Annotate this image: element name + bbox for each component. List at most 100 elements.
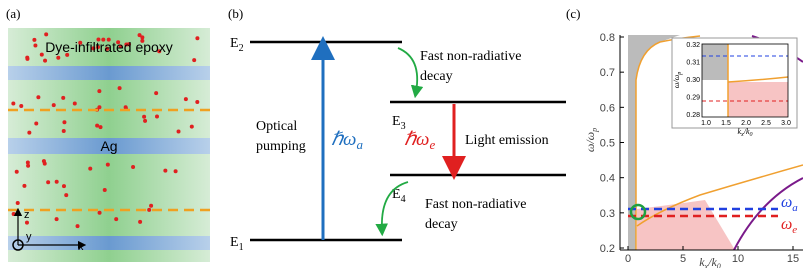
annotation: Fast non-radiative — [425, 197, 526, 212]
decay-arrow — [398, 48, 417, 92]
dye-dot — [118, 86, 122, 90]
inset-x-label: kx/k0 — [737, 127, 752, 138]
dye-dot — [174, 169, 178, 173]
annotation: Fast non-radiative — [420, 49, 521, 64]
dye-dot — [55, 180, 59, 184]
dye-dot — [177, 130, 181, 134]
x-tick-label: 0 — [625, 253, 631, 265]
dye-dot — [184, 97, 188, 101]
legend-label: ωe — [781, 216, 797, 236]
dye-dot — [15, 170, 19, 174]
dye-dot — [138, 220, 142, 224]
dye-dot — [62, 129, 66, 133]
dye-dot — [142, 115, 146, 119]
layer-label: Dye-infiltrated epoxy — [45, 39, 173, 55]
inset-x-tick-label: 2.0 — [741, 120, 751, 127]
y-tick-label: 0.5 — [600, 138, 615, 150]
dye-dot — [103, 188, 107, 192]
y-tick-label: 0.6 — [600, 102, 615, 114]
dye-dot — [43, 59, 47, 63]
dye-dot — [147, 208, 151, 212]
dye-dot — [88, 167, 92, 171]
dye-dot — [26, 164, 30, 168]
dye-dot — [64, 193, 68, 197]
level-label: E1 — [230, 235, 244, 253]
light-line — [734, 178, 803, 250]
dye-dot — [19, 104, 23, 108]
x-tick-label: 15 — [787, 253, 799, 265]
gain-region — [728, 82, 788, 117]
dye-dot — [40, 53, 44, 57]
dye-dot — [155, 114, 159, 118]
dye-dot — [61, 96, 65, 100]
dye-dot — [149, 204, 153, 208]
y-tick-label: 0.3 — [600, 208, 615, 220]
dye-dot — [16, 201, 20, 205]
dye-dot — [34, 121, 38, 125]
inset: ω/ωp kx/k0 — [672, 38, 797, 138]
dye-dot — [73, 101, 77, 105]
dye-dot — [98, 211, 102, 215]
panel-label: (c) — [566, 6, 580, 21]
dye-dot — [195, 100, 199, 104]
dye-dot — [11, 102, 15, 106]
photon-energy: ℏωa — [331, 129, 363, 152]
y-tick-label: 0.7 — [600, 67, 615, 79]
decay-arrow — [382, 182, 408, 230]
annotation: pumping — [256, 139, 306, 154]
inset-y-tick-label: 0.31 — [686, 60, 700, 67]
annotation: decay — [425, 217, 458, 232]
dye-dot — [12, 212, 16, 216]
dye-dot — [62, 120, 66, 124]
figure: (a) Dye-infiltrated epoxy Ag z y x (b) E… — [0, 0, 803, 268]
inset-x-tick-label: 1.5 — [721, 120, 731, 127]
inset-y-tick-label: 0.30 — [686, 77, 700, 84]
x-axis-label: kx/k0 — [699, 255, 721, 268]
dye-dot — [27, 131, 31, 135]
panel-c: (c) ωa ωe ω/ωp kx/k0 ω/ωp kx/k0 0.80.70.… — [566, 6, 803, 268]
dye-dot — [55, 217, 59, 221]
inset-y-tick-label: 0.29 — [686, 95, 700, 102]
dye-dot — [131, 165, 135, 169]
dye-dot — [99, 125, 103, 129]
dye-dot — [106, 163, 110, 167]
legend-label: ωa — [781, 194, 798, 214]
silver-layer — [8, 66, 210, 80]
inset-x-tick-label: 3.0 — [781, 120, 791, 127]
x-tick-label: 5 — [680, 253, 686, 265]
dye-dot — [62, 184, 66, 188]
annotation: decay — [420, 69, 453, 84]
inset-x-tick-label: 1.0 — [701, 120, 711, 127]
dye-dot — [52, 103, 56, 107]
inset-x-tick-label: 2.5 — [761, 120, 771, 127]
panel-label: (a) — [6, 6, 20, 21]
dye-dot — [25, 57, 29, 61]
panel-label: (b) — [228, 6, 243, 21]
dye-dot — [195, 36, 199, 40]
x-tick-label: 10 — [732, 253, 744, 265]
dye-dot — [163, 169, 167, 173]
dye-dot — [114, 217, 118, 221]
dye-dot — [154, 91, 158, 95]
dye-dot — [42, 159, 46, 163]
dye-dot — [97, 89, 101, 93]
y-tick-label: 0.8 — [600, 32, 615, 44]
dye-dot — [36, 95, 40, 99]
dye-dot — [190, 125, 194, 129]
annotation: Optical — [256, 119, 297, 134]
dye-dot — [192, 58, 196, 62]
gain-region — [637, 200, 735, 250]
axis-label: z — [24, 209, 30, 221]
inset-y-tick-label: 0.28 — [686, 112, 700, 119]
dye-dot — [97, 105, 101, 109]
shaded-region — [702, 44, 728, 80]
axis-label: y — [26, 231, 32, 243]
level-label: E2 — [230, 36, 244, 54]
dye-dot — [76, 224, 80, 228]
annotation: Light emission — [465, 133, 549, 148]
dye-dot — [25, 221, 29, 225]
dye-dot — [56, 56, 60, 60]
dye-dot — [32, 38, 36, 42]
inset-y-tick-label: 0.32 — [686, 42, 700, 49]
dye-dot — [44, 32, 48, 36]
